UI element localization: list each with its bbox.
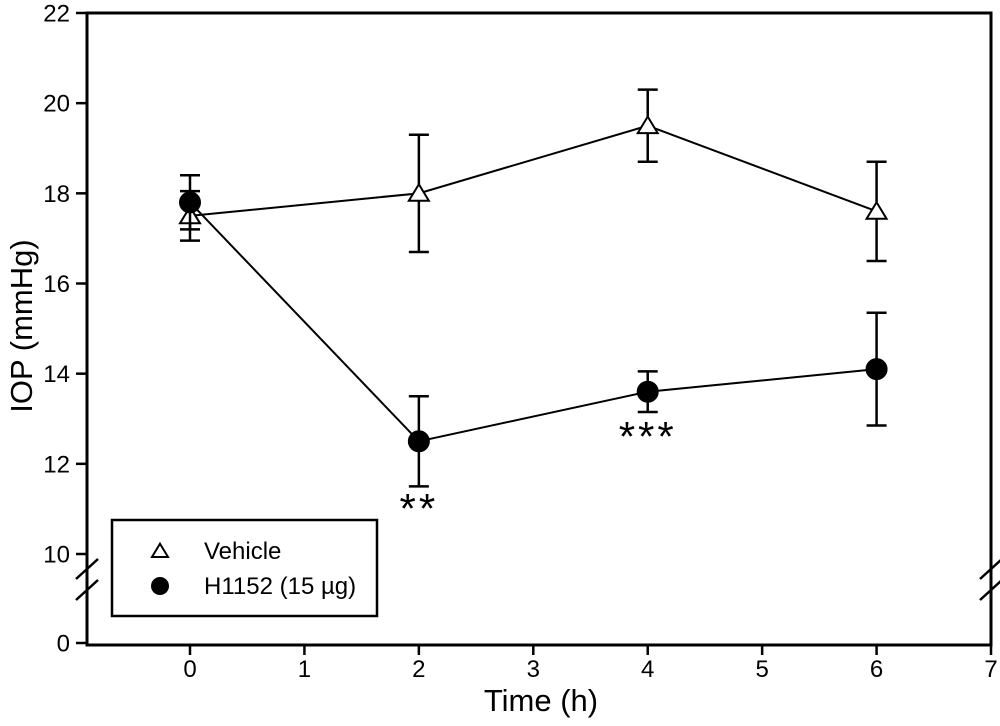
frame-rect xyxy=(85,11,993,647)
y-tick-label: 22 xyxy=(43,1,70,28)
series-vehicle-marker xyxy=(864,200,889,220)
legend-label: H1152 (15 µg) xyxy=(204,573,356,600)
axis-break-slash xyxy=(979,580,1000,601)
series-line xyxy=(189,201,877,443)
y-tick-label: 0 xyxy=(57,631,70,658)
series-h1152-marker xyxy=(179,191,201,214)
y-tick-label: 10 xyxy=(43,542,70,569)
legend-box xyxy=(110,518,379,618)
x-tick-label: 0 xyxy=(183,656,196,683)
x-tick-label: 2 xyxy=(412,656,425,683)
x-tick-label: 4 xyxy=(641,656,654,683)
y-tick-label: 18 xyxy=(43,181,70,208)
y-axis-title: IOP (mmHg) xyxy=(4,239,39,412)
series-vehicle-marker xyxy=(635,114,660,135)
axis-break-slash xyxy=(979,559,1000,580)
y-tick-label: 14 xyxy=(43,361,70,388)
x-axis-title: Time (h) xyxy=(484,683,598,718)
series-h1152 xyxy=(179,174,888,488)
series-vehicle-marker xyxy=(407,182,431,202)
x-tick-label: 5 xyxy=(755,656,768,683)
legend-marker-h1152 xyxy=(151,577,169,595)
y-tick-label: 20 xyxy=(43,91,70,118)
axis-break-marks xyxy=(75,558,1000,601)
x-axis: 0 1 2 3 4 5 6 7 xyxy=(183,645,998,683)
significance-label: *** xyxy=(619,413,677,460)
y-tick-label: 16 xyxy=(43,271,70,298)
y-axis: 0 10 12 14 16 18 20 22 xyxy=(43,1,87,658)
y-tick-label: 12 xyxy=(43,451,70,478)
legend: Vehicle H1152 (15 µg) xyxy=(110,518,379,618)
x-tick-label: 1 xyxy=(298,656,311,683)
significance-label: ** xyxy=(400,485,439,532)
series-h1152-marker xyxy=(865,358,888,381)
series-h1152-marker xyxy=(407,430,430,453)
axis-break-slash xyxy=(75,558,99,580)
legend-marker-vehicle xyxy=(150,541,170,558)
x-tick-label: 3 xyxy=(527,656,540,683)
plot-frame xyxy=(85,11,993,647)
series-line xyxy=(189,124,877,217)
x-tick-label: 7 xyxy=(984,656,997,683)
significance-annotations: ***** xyxy=(400,413,677,532)
legend-label: Vehicle xyxy=(204,538,281,565)
series-h1152-marker xyxy=(636,380,659,403)
series-vehicle xyxy=(178,88,889,263)
x-tick-label: 6 xyxy=(870,656,883,683)
axis-break-slash xyxy=(75,579,99,601)
